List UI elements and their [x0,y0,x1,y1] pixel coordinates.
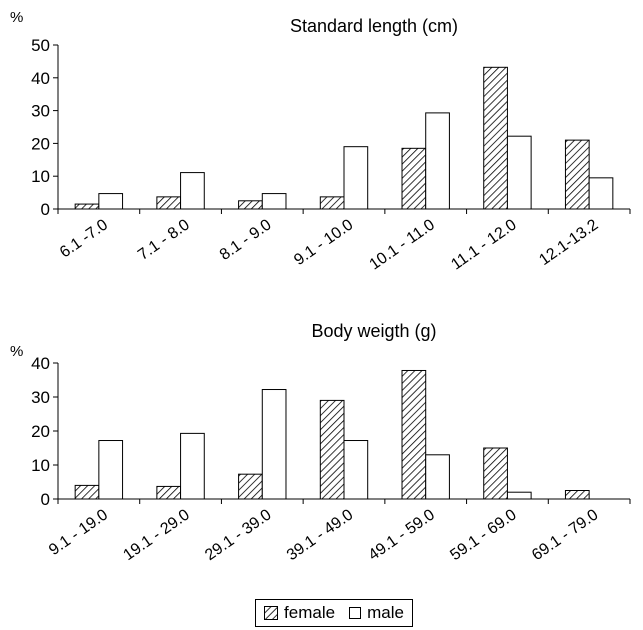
bar-male-length [425,112,450,210]
bar-female-weight [238,473,263,500]
x-tick-label: 69.1 - 79.0 [529,506,601,564]
bar-male-weight [425,454,450,500]
bar-female-weight [401,369,427,500]
y-axis-label: % [10,9,23,26]
chart-title: Standard length (cm) [290,16,458,36]
bar-male-length [588,177,614,210]
x-tick-label: 9.1 - 19.0 [46,506,111,559]
x-tick-label: 6.1 -7.0 [57,216,111,261]
legend-swatch-female [264,606,279,620]
bar-male-length [261,193,287,210]
bar-female-length [319,196,345,210]
x-tick-label: 29.1 - 39.0 [202,506,274,564]
y-axis-label: % [10,343,23,360]
x-tick-label: 39.1 - 49.0 [284,506,356,564]
x-tick-label: 59.1 - 69.0 [447,506,519,564]
bar-male-weight [261,389,287,500]
y-tick-label: 10 [31,167,50,186]
bar-female-length [483,66,508,210]
legend: female male [255,599,413,627]
bar-female-length [156,196,182,210]
bar-male-weight [343,440,369,500]
chart-title: Body weigth (g) [311,321,436,341]
y-tick-label: 30 [31,388,50,407]
bar-male-length [180,172,205,210]
bar-male-length [343,146,369,210]
y-tick-label: 20 [31,134,50,153]
bar-male-length [98,193,124,210]
bar-female-length [238,200,263,210]
bar-male-weight [180,432,205,500]
x-tick-label: 8.1 - 9.0 [217,216,275,264]
legend-item-male: male [349,603,404,623]
legend-label-male: male [367,603,404,622]
y-tick-label: 10 [31,456,50,475]
legend-label-female: female [284,603,336,622]
x-tick-label: 19.1 - 29.0 [120,506,192,564]
bar-female-weight [74,484,100,500]
x-tick-label: 9.1 - 10.0 [291,216,356,269]
legend-swatch-male [349,607,362,619]
y-tick-label: 30 [31,102,50,121]
y-tick-label: 40 [31,354,50,373]
y-tick-label: 20 [31,422,50,441]
y-tick-label: 0 [41,200,50,219]
legend-item-female: female [264,603,335,623]
x-tick-label: 10.1 - 11.0 [367,216,439,273]
bar-female-weight [483,447,508,500]
x-tick-label: 49.1 - 59.0 [366,506,438,564]
bar-female-length [74,203,100,210]
bar-female-weight [319,399,345,500]
x-tick-label: 11.1 - 12.0 [448,216,520,273]
standard-length-chart: Standard length (cm)% 0 10 20 30 40 50 6.1 -7.0… [10,9,631,273]
y-tick-label: 0 [41,490,50,509]
bar-male-length [506,135,532,210]
bar-female-length [564,139,590,210]
bar-female-weight [156,485,182,500]
x-tick-label: 7.1 - 8.0 [135,216,193,264]
x-tick-label: 12.1-13.2 [536,216,601,269]
y-tick-label: 40 [31,69,50,88]
body-weight-chart: Body weigth (g)% 0 10 20 30 40 9.1 - 19.0 19.1 … [10,321,631,564]
y-tick-label: 50 [31,36,50,55]
bar-male-weight [98,440,124,500]
bar-female-weight [564,490,590,500]
bar-female-length [401,147,427,210]
bar-male-weight [506,491,532,500]
